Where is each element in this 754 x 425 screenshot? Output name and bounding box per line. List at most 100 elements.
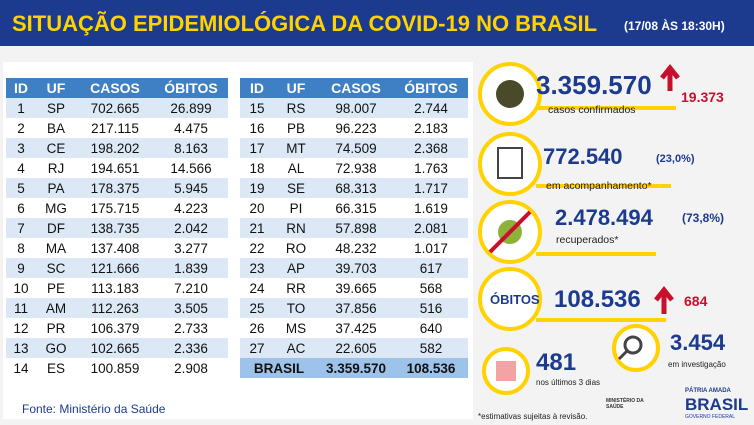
- cell: RJ: [47, 160, 65, 176]
- cell: MG: [45, 200, 67, 216]
- cell: 1.017: [414, 240, 448, 256]
- cell: 22: [249, 240, 265, 256]
- column-header: ID: [250, 80, 264, 96]
- cell: 198.202: [90, 140, 140, 156]
- column-header: CASOS: [90, 80, 140, 96]
- table-row: 25 TO 37.856 516: [240, 298, 468, 318]
- table-row: 8 MA 137.408 3.277: [6, 238, 228, 258]
- table-row: 3 CE 198.202 8.163: [6, 138, 228, 158]
- column-header: ÓBITOS: [164, 80, 218, 96]
- cell: 23: [249, 260, 265, 276]
- table-row: 12 PR 106.379 2.733: [6, 318, 228, 338]
- table-row: 26 MS 37.425 640: [240, 318, 468, 338]
- cell: 582: [419, 340, 443, 356]
- total-cell: 3.359.570: [325, 360, 387, 376]
- cell: RR: [286, 280, 306, 296]
- cell: 640: [419, 320, 443, 336]
- column-header: ÓBITOS: [404, 80, 458, 96]
- cell: 13: [13, 340, 29, 356]
- cell: 106.379: [90, 320, 140, 336]
- cell: 37.856: [335, 300, 377, 316]
- cell: 14.566: [170, 160, 212, 176]
- cell: SP: [46, 100, 65, 116]
- table-row: 27 AC 22.605 582: [240, 338, 468, 358]
- cell: AL: [287, 160, 305, 176]
- column-header: CASOS: [331, 80, 381, 96]
- investigation-value: 3.454: [670, 330, 726, 355]
- cell: 25: [249, 300, 265, 316]
- cell: 57.898: [335, 220, 377, 236]
- date: (17/08 ÀS 18:30H): [624, 19, 725, 33]
- cell: MT: [286, 140, 306, 156]
- cell: 16: [249, 120, 265, 136]
- cell: DF: [47, 220, 65, 236]
- cell: 2.908: [174, 360, 208, 376]
- cell: 194.651: [90, 160, 140, 176]
- following-label: em acompanhamento*: [546, 180, 652, 192]
- column-header: ID: [14, 80, 28, 96]
- cell: CE: [46, 140, 66, 156]
- cell: 5.945: [174, 180, 208, 196]
- cell: MA: [45, 240, 67, 256]
- table-left: ID UF CASOS ÓBITOS 1 SP 702.665 26.899 2 BA 217.11…: [6, 78, 228, 378]
- cell: 138.735: [90, 220, 140, 236]
- total-cell: BRASIL: [253, 360, 305, 376]
- ministry: MINISTÉRIO DA SAÚDE: [606, 398, 644, 410]
- table-row: 6 MG 175.715 4.223: [6, 198, 228, 218]
- cell: 98.007: [335, 100, 377, 116]
- cell: 516: [419, 300, 443, 316]
- country: BRASIL: [685, 395, 749, 414]
- table-row: 2 BA 217.115 4.475: [6, 118, 228, 138]
- cell: 568: [419, 280, 443, 296]
- recovered-percent: (73,8%): [682, 211, 725, 225]
- cell: 26.899: [170, 100, 212, 116]
- cell: 112.263: [91, 300, 139, 316]
- cell: 68.313: [335, 180, 377, 196]
- cell: 2.183: [414, 120, 448, 136]
- icons: [478, 62, 680, 395]
- deaths-value: 108.536: [554, 286, 641, 313]
- table-row: 4 RJ 194.651 14.566: [6, 158, 228, 178]
- footnote: *estimativas sujeitas à revisão.: [478, 412, 588, 421]
- table-row: 15 RS 98.007 2.744: [240, 98, 468, 118]
- header-row: ID UF CASOS ÓBITOS: [240, 78, 468, 98]
- following-percent: (23,0%): [656, 153, 695, 165]
- table-row: 9 SC 121.666 1.839: [6, 258, 228, 278]
- cell: 37.425: [335, 320, 377, 336]
- cell: 14: [13, 360, 29, 376]
- cell: 137.408: [90, 240, 140, 256]
- cell: 96.223: [335, 120, 377, 136]
- table-row: 18 AL 72.938 1.763: [240, 158, 468, 178]
- cell: PR: [46, 320, 66, 336]
- cell: 66.315: [335, 200, 377, 216]
- cell: 121.666: [90, 260, 140, 276]
- cell: 102.665: [90, 340, 140, 356]
- confirmed-delta: 19.373: [681, 89, 724, 105]
- cell: 17: [249, 140, 265, 156]
- deaths-label: ÓBITOS: [490, 292, 540, 307]
- table-row: 19 SE 68.313 1.717: [240, 178, 468, 198]
- cell: 3.277: [174, 240, 208, 256]
- cell: 100.859: [90, 360, 140, 376]
- cell: 4.475: [174, 120, 208, 136]
- cell: 20: [249, 200, 265, 216]
- table-row: 24 RR 39.665 568: [240, 278, 468, 298]
- cell: 2.081: [414, 220, 448, 236]
- table-row: 23 AP 39.703 617: [240, 258, 468, 278]
- deaths-delta: 684: [684, 293, 708, 309]
- total-cell: 108.536: [406, 360, 456, 376]
- cell: 2.042: [174, 220, 208, 236]
- table-row: 20 PI 66.315 1.619: [240, 198, 468, 218]
- cell: 27: [249, 340, 265, 356]
- cell: 10: [13, 280, 29, 296]
- table-row: 11 AM 112.263 3.505: [6, 298, 228, 318]
- source: Fonte: Ministério da Saúde: [22, 402, 166, 416]
- cell: 2.336: [174, 340, 208, 356]
- table-row: 5 PA 178.375 5.945: [6, 178, 228, 198]
- cell: PI: [289, 200, 303, 216]
- cell: SE: [286, 180, 305, 196]
- cell: 2.733: [174, 320, 208, 336]
- cell: AP: [286, 260, 305, 276]
- cell: 2.744: [414, 100, 448, 116]
